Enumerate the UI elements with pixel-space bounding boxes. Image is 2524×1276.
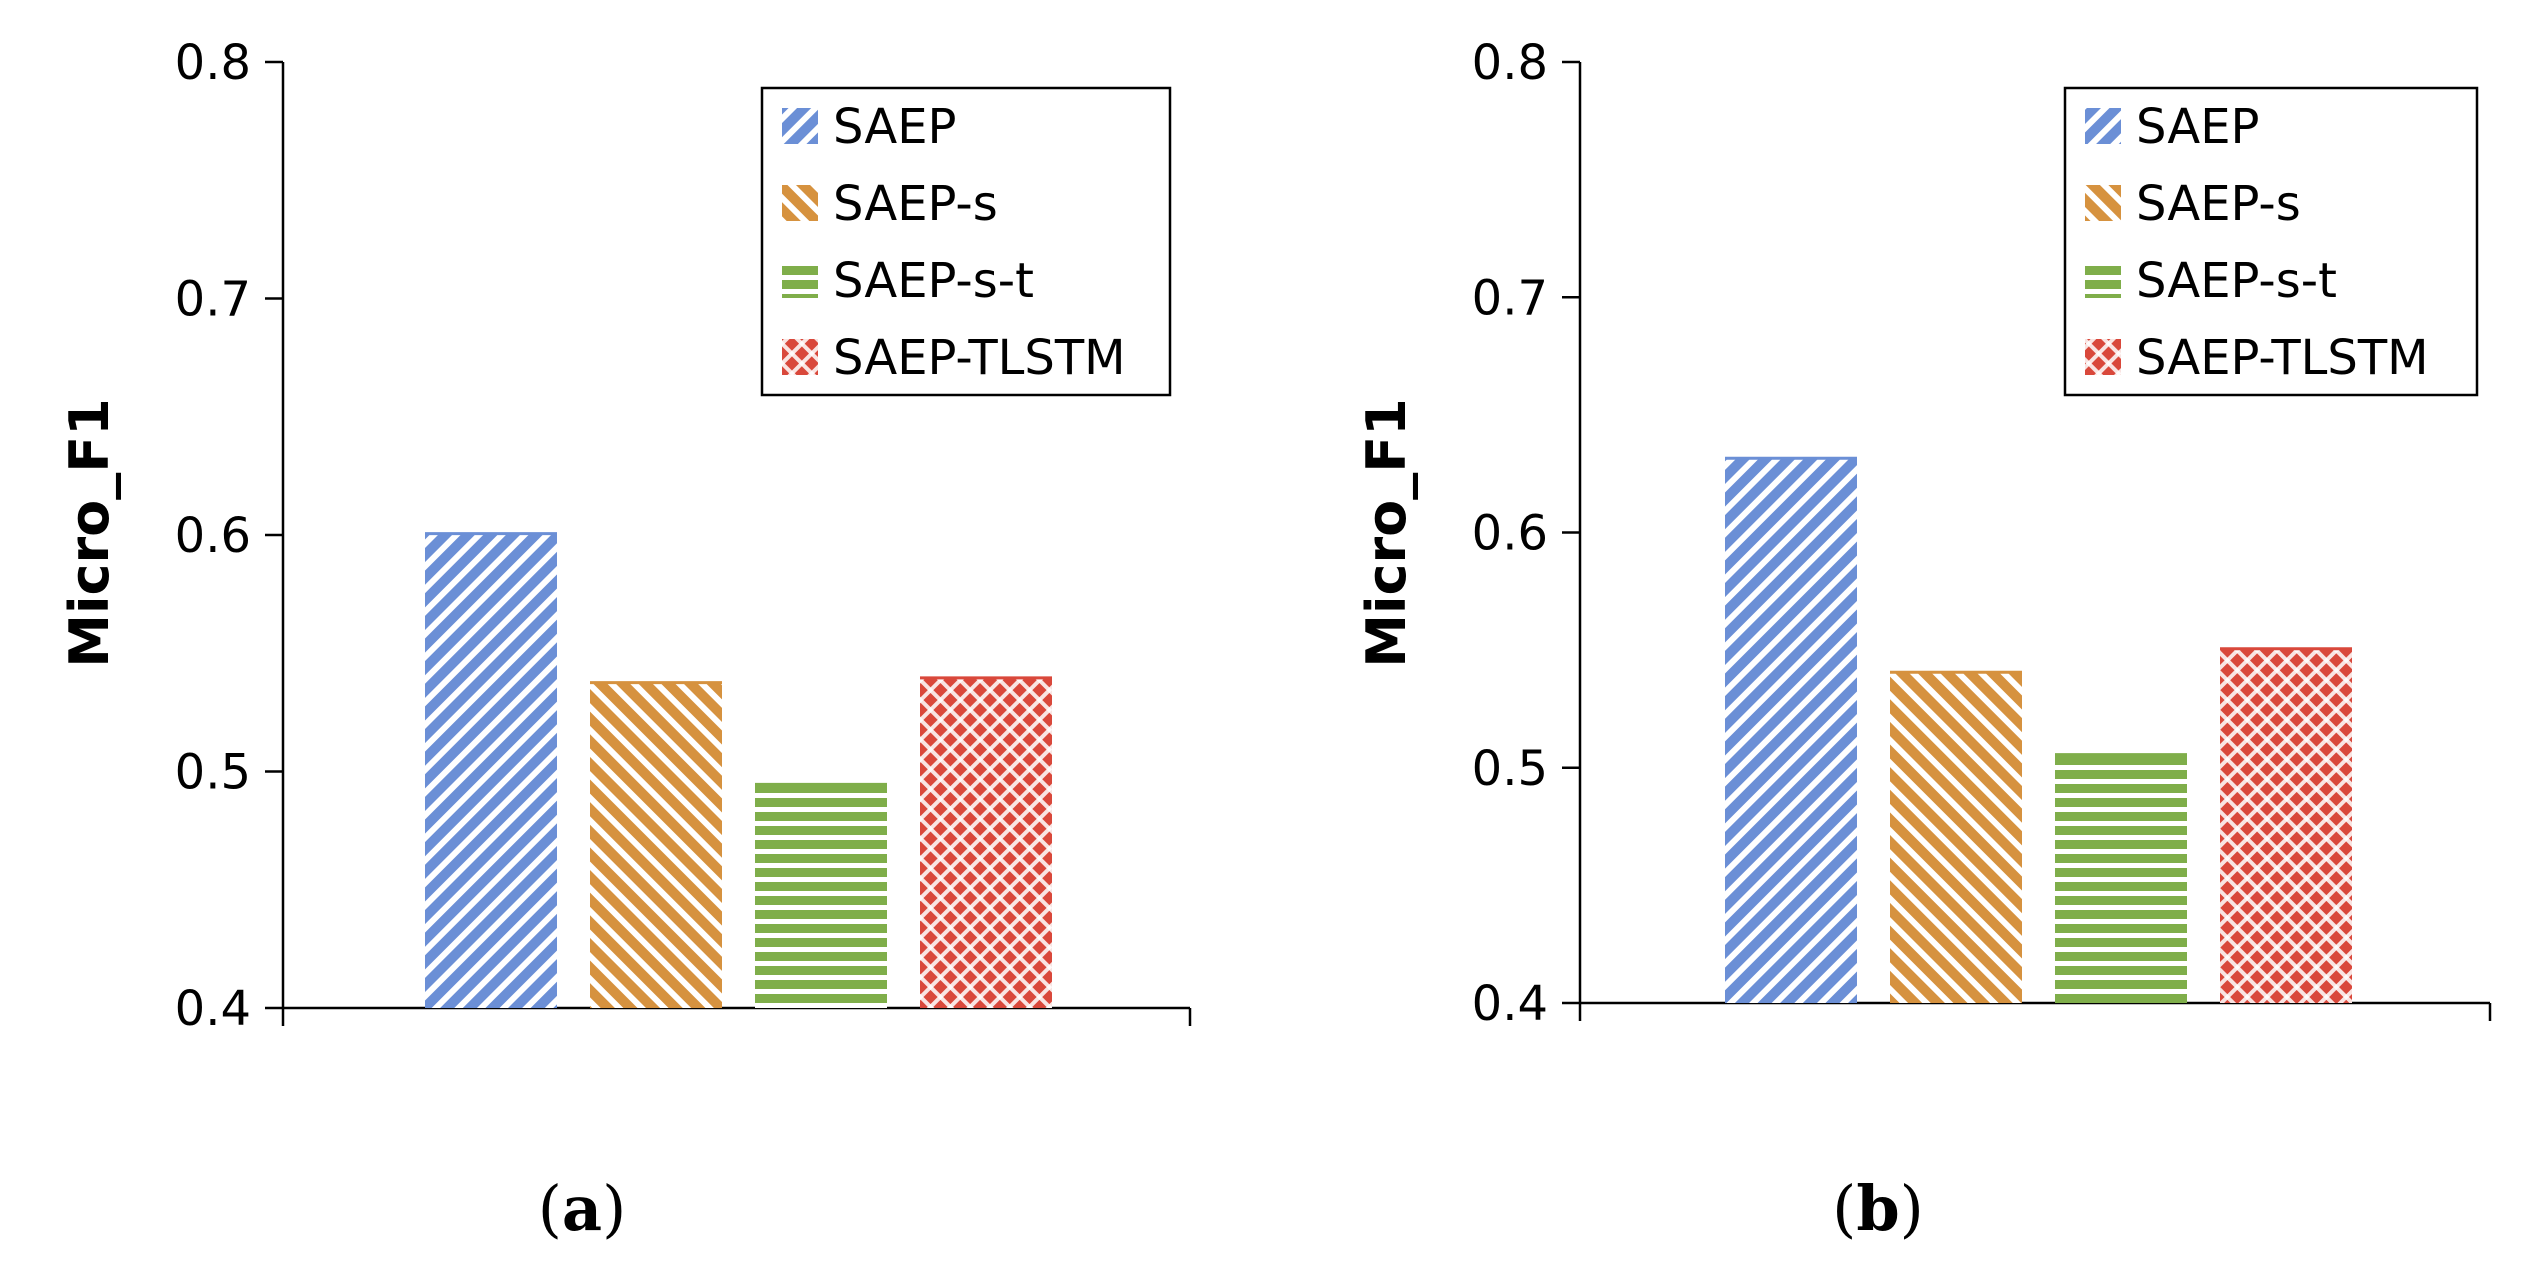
bar-saep-tlstm <box>2220 647 2352 1003</box>
legend-swatch-saep-tlstm <box>782 339 818 375</box>
bar-saep-s-t <box>755 783 887 1008</box>
legend-label-saep-s-t: SAEP-s-t <box>2136 253 2337 309</box>
panel-b: 0.4 0.5 0.6 0.7 0.8 Micro_F1 SAEP SAEP-s SAE… <box>1355 35 2492 1245</box>
bar-saep-s-t <box>2055 753 2187 1003</box>
bar-saep-s <box>1890 671 2022 1003</box>
legend-swatch-saep <box>782 108 818 144</box>
y-tick-label: 0.7 <box>175 272 251 328</box>
y-axis-label: Micro_F1 <box>58 398 121 667</box>
legend-label-saep-s: SAEP-s <box>2136 176 2301 232</box>
legend-label-saep-s-t: SAEP-s-t <box>833 253 1034 309</box>
legend-swatch-saep-tlstm <box>2085 339 2121 375</box>
panel-caption: (a) <box>538 1172 627 1245</box>
y-tick-label: 0.4 <box>175 981 251 1037</box>
bar-saep-s <box>590 681 722 1008</box>
bar-saep <box>425 532 557 1008</box>
legend-swatch-saep-s <box>782 185 818 221</box>
legend-label-saep: SAEP <box>833 99 956 155</box>
legend: SAEP SAEP-s SAEP-s-t SAEP-TLSTM <box>760 86 1172 397</box>
legend-label-saep-tlstm: SAEP-TLSTM <box>833 330 1126 386</box>
legend-label-saep: SAEP <box>2136 99 2259 155</box>
y-tick-label: 0.4 <box>1472 976 1548 1032</box>
legend-swatch-saep <box>2085 108 2121 144</box>
legend-swatch-saep-s-t <box>782 262 818 298</box>
legend-label-saep-s: SAEP-s <box>833 176 998 232</box>
y-tick-label: 0.6 <box>1472 506 1548 562</box>
y-tick-label: 0.8 <box>1472 35 1548 91</box>
panel-a: 0.4 0.5 0.6 0.7 0.8 Micro_F1 SAEP SAEP-s SAE… <box>58 35 1192 1245</box>
y-tick-label: 0.5 <box>175 745 251 801</box>
y-tick-label: 0.8 <box>175 35 251 91</box>
y-tick-label: 0.5 <box>1472 741 1548 797</box>
legend: SAEP SAEP-s SAEP-s-t SAEP-TLSTM <box>2063 86 2479 397</box>
panel-caption: (b) <box>1832 1172 1924 1245</box>
bar-saep-tlstm <box>920 676 1052 1008</box>
legend-box <box>760 86 1172 397</box>
legend-swatch-saep-s <box>2085 185 2121 221</box>
y-axis-label: Micro_F1 <box>1355 398 1418 667</box>
y-tick-label: 0.7 <box>1472 270 1548 326</box>
legend-label-saep-tlstm: SAEP-TLSTM <box>2136 330 2429 386</box>
bar-saep <box>1725 457 1857 1004</box>
y-tick-label: 0.6 <box>175 508 251 564</box>
legend-box <box>2063 86 2479 397</box>
legend-swatch-saep-s-t <box>2085 262 2121 298</box>
